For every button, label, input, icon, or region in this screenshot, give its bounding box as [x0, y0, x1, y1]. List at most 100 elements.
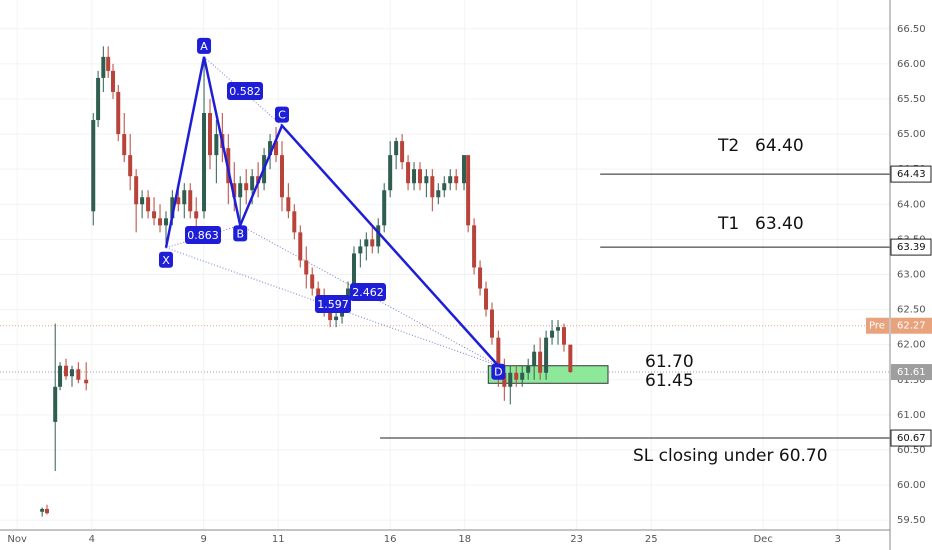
pattern-point-label: B	[236, 227, 244, 240]
annotation: 61.70	[645, 352, 694, 372]
ratio-badge	[315, 295, 351, 313]
candle-body	[122, 134, 127, 156]
candle-body	[292, 211, 297, 233]
y-tick-label: 59.50	[897, 515, 926, 526]
candle-body	[106, 56, 111, 71]
y-tick-label: 60.50	[897, 445, 926, 456]
candle-body	[208, 113, 213, 156]
y-tick-label: 66.50	[897, 24, 926, 35]
level-badge	[890, 429, 932, 447]
y-tick-label: 66.00	[897, 59, 926, 70]
x-tick-label: Dec	[753, 534, 772, 545]
candle-body	[400, 141, 405, 163]
level-badge	[890, 165, 932, 183]
x-tick-label: 25	[645, 534, 658, 545]
y-tick-label: 65.00	[897, 129, 926, 140]
candle-body	[454, 176, 459, 184]
candle-body	[514, 372, 519, 380]
candle-body	[544, 337, 549, 373]
x-tick-label: Nov	[7, 534, 27, 545]
candle-body	[58, 365, 63, 387]
candle-body	[436, 190, 441, 198]
candle-body	[170, 197, 175, 219]
candle-body	[69, 369, 74, 377]
ratio-label: 1.597	[317, 298, 349, 311]
candle-body	[76, 369, 81, 380]
annotation: 64.40	[755, 136, 804, 156]
candle-body	[128, 155, 133, 177]
ratio-label: 2.462	[352, 286, 384, 299]
candle-body	[520, 372, 525, 380]
candle-body	[556, 327, 561, 331]
y-tick-label: 62.00	[897, 340, 926, 351]
candle-body	[412, 169, 417, 184]
candle-body	[418, 169, 423, 184]
pattern-point-badge	[197, 37, 212, 54]
pattern-point-label: X	[162, 254, 170, 267]
candle-body	[502, 372, 507, 387]
y-tick-label: 62.50	[897, 305, 926, 316]
candle-body	[484, 288, 489, 310]
candle-body	[96, 77, 101, 121]
x-tick-label: 3	[835, 534, 841, 545]
pattern-guide	[165, 224, 241, 249]
candle-body	[64, 365, 69, 377]
candle-body	[238, 183, 243, 198]
candle-body	[158, 218, 163, 226]
x-tick-label: 11	[272, 534, 285, 545]
y-tick-label: 61.50	[897, 375, 926, 386]
candle-body	[91, 120, 96, 212]
pattern-point-label: C	[278, 109, 286, 122]
price-tag-label: Pre	[869, 321, 885, 332]
candle-body	[111, 70, 116, 92]
pattern-point-badge	[233, 225, 248, 242]
candle-body	[496, 337, 501, 373]
candle-body	[40, 508, 45, 512]
candle-body	[304, 260, 309, 275]
candle-body	[214, 134, 219, 156]
candle-body	[364, 239, 369, 247]
candle-body	[310, 274, 315, 289]
ratio-badge	[227, 82, 263, 100]
ratio-badge	[350, 283, 386, 301]
x-tick-label: 16	[384, 534, 397, 545]
y-tick-label: 63.00	[897, 269, 926, 280]
candle-body	[370, 239, 375, 247]
pattern-point-label: A	[200, 40, 208, 53]
candle-body	[538, 351, 543, 373]
candle-body	[101, 56, 106, 78]
candle-body	[388, 155, 393, 191]
candle-body	[462, 155, 467, 184]
annotation: 63.40	[755, 214, 804, 234]
candle-body	[176, 197, 181, 205]
level-badge-label: 63.39	[897, 242, 926, 253]
pattern-guide	[239, 224, 499, 367]
price-badge	[891, 317, 932, 334]
candle-body	[152, 211, 157, 219]
candle-body	[424, 176, 429, 184]
candle-body	[44, 508, 49, 514]
candle-body	[250, 176, 255, 191]
candle-body	[442, 183, 447, 191]
candle-body	[53, 386, 58, 422]
ratio-badge	[185, 226, 221, 244]
candle-body	[202, 113, 207, 212]
x-tick-label: 4	[89, 534, 95, 545]
pattern-point-badge	[491, 363, 506, 380]
candle-body	[334, 316, 339, 321]
y-tick-label: 65.50	[897, 94, 926, 105]
candle-body	[274, 141, 279, 156]
annotation: 61.45	[645, 371, 694, 391]
annotation: SL closing under 60.70	[633, 446, 828, 466]
candle-body	[84, 379, 89, 384]
candle-body	[279, 155, 284, 198]
annotation: T1	[717, 214, 739, 234]
candle-body	[116, 91, 121, 135]
candle-body	[182, 190, 187, 205]
level-badge	[890, 238, 932, 256]
pattern-point-label: D	[494, 366, 502, 379]
x-tick-label: 23	[570, 534, 583, 545]
x-tick-label: 9	[200, 534, 206, 545]
